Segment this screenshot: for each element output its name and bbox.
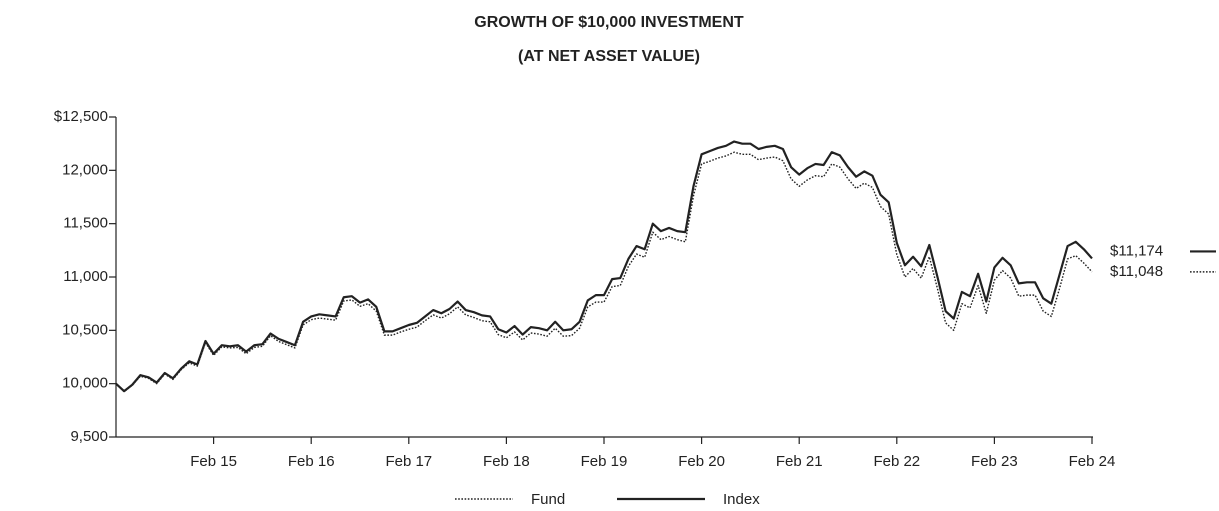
x-tick-label: Feb 15 [190, 453, 237, 470]
y-tick-label: 9,500 [70, 428, 108, 445]
end-label: $11,174 [1110, 242, 1163, 259]
x-tick-label: Feb 17 [385, 453, 432, 470]
x-tick-label: Feb 22 [873, 453, 920, 470]
x-tick-label: Feb 23 [971, 453, 1018, 470]
end-label: $11,048 [1110, 263, 1163, 280]
y-tick-label: $12,500 [54, 108, 108, 125]
x-tick-label: Feb 18 [483, 453, 530, 470]
series-line [115, 140, 1093, 393]
legend-label: Index [723, 491, 760, 508]
y-tick-label: 11,500 [63, 215, 108, 232]
y-tick-label: 11,000 [63, 268, 108, 285]
x-tick-label: Feb 16 [288, 453, 335, 470]
y-tick-label: 10,000 [62, 375, 108, 392]
y-tick-label: 10,500 [62, 321, 108, 338]
y-tick-label: 12,000 [62, 161, 108, 178]
x-tick-label: Feb 19 [581, 453, 628, 470]
series-line [115, 151, 1093, 393]
x-tick-label: Feb 20 [678, 453, 725, 470]
chart-subtitle: (AT NET ASSET VALUE) [518, 48, 700, 65]
x-tick-label: Feb 24 [1069, 453, 1116, 470]
chart-title: GROWTH OF $10,000 INVESTMENT [474, 14, 744, 31]
x-tick-label: Feb 21 [776, 453, 823, 470]
legend-label: Fund [531, 491, 565, 508]
